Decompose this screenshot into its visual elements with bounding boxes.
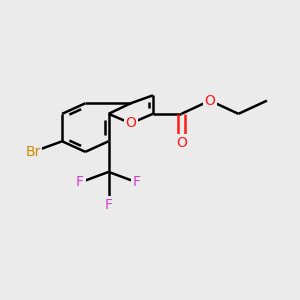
Text: O: O	[205, 94, 215, 108]
Text: F: F	[105, 198, 112, 212]
Text: O: O	[176, 136, 187, 150]
Text: F: F	[133, 176, 141, 190]
Text: F: F	[76, 176, 84, 190]
Text: O: O	[125, 116, 136, 130]
Text: Br: Br	[26, 145, 41, 159]
